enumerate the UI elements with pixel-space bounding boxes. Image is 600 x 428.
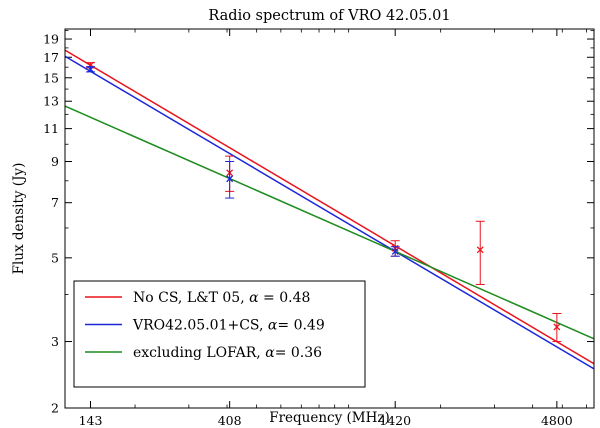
data-point	[552, 312, 562, 343]
legend-item: VRO42.05.01+CS, α= 0.49	[85, 318, 325, 334]
fit-line-series-1	[65, 49, 594, 365]
y-tick-label: 19	[43, 32, 59, 47]
legend-label-prefix: excluding LOFAR,	[133, 345, 265, 361]
y-tick-label: 17	[43, 50, 59, 65]
alpha-symbol: α	[268, 318, 278, 334]
fit-line-series-3	[65, 105, 594, 340]
y-tick-label: 7	[51, 195, 59, 210]
point-marker	[553, 323, 561, 331]
axis-ticks: 143 408 1420 4800 2 3 5 7 9 11 13 15 17 19	[43, 29, 594, 428]
legend-label-alpha: = 0.49	[277, 318, 324, 334]
x-tick-label: 4800	[541, 413, 573, 428]
legend-label-alpha: = 0.36	[275, 345, 322, 361]
point-marker	[476, 246, 484, 254]
x-tick-label: 143	[79, 413, 103, 428]
data-point	[86, 65, 96, 73]
point-marker	[87, 65, 94, 73]
legend: No CS, L&T 05, α = 0.48 VRO42.05.01+CS, α…	[73, 280, 366, 388]
legend-label-prefix: No CS, L&T 05,	[133, 290, 249, 306]
alpha-symbol: α	[265, 345, 275, 361]
legend-label-prefix: VRO42.05.01+CS,	[132, 318, 268, 334]
y-tick-label: 15	[43, 70, 59, 85]
legend-label-alpha: = 0.48	[259, 290, 311, 306]
legend-label: No CS, L&T 05, α = 0.48	[133, 290, 310, 306]
x-tick-label: 408	[218, 413, 242, 428]
point-marker	[226, 175, 234, 183]
legend-label: VRO42.05.01+CS, α= 0.49	[132, 318, 325, 334]
data-point	[225, 160, 235, 199]
y-tick-label: 13	[43, 94, 59, 109]
fit-lines	[65, 49, 594, 370]
legend-item: excluding LOFAR, α= 0.36	[85, 345, 322, 361]
legend-label: excluding LOFAR, α= 0.36	[133, 345, 322, 361]
x-tick-label: 1420	[379, 413, 411, 428]
plot-frame	[64, 28, 595, 409]
point-marker	[391, 247, 399, 255]
y-tick-label: 11	[43, 121, 59, 136]
data-point	[475, 220, 485, 285]
y-tick-label: 5	[51, 250, 59, 265]
x-axis-title: Frequency (MHz)	[269, 410, 390, 426]
y-tick-label: 3	[51, 334, 59, 349]
y-tick-label: 9	[51, 154, 59, 169]
chart-title: Radio spectrum of VRO 42.05.01	[208, 8, 450, 24]
y-tick-label: 2	[51, 401, 59, 416]
legend-item: No CS, L&T 05, α = 0.48	[85, 290, 310, 306]
y-axis-title: Flux density (Jy)	[11, 163, 27, 275]
fit-line-series-2	[65, 55, 594, 370]
legend-box	[73, 280, 366, 388]
data-points	[86, 61, 562, 343]
data-point	[390, 246, 400, 257]
alpha-symbol: α	[249, 290, 259, 306]
